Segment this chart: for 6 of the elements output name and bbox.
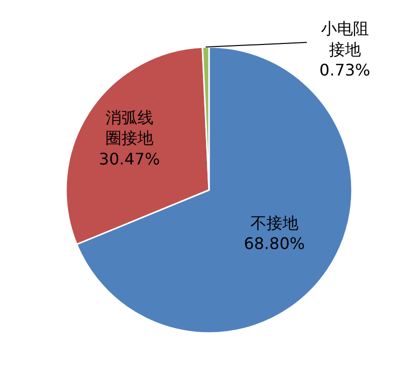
slice-label: 小电阻接地 — [320, 19, 369, 59]
data-label: 68.80% — [244, 234, 305, 254]
slice-label: 不接地 — [250, 213, 298, 232]
data-label: 30.47% — [98, 149, 160, 168]
slice-label: 消弧线圈接地 — [105, 108, 154, 148]
data-label: 0.73% — [319, 60, 370, 80]
